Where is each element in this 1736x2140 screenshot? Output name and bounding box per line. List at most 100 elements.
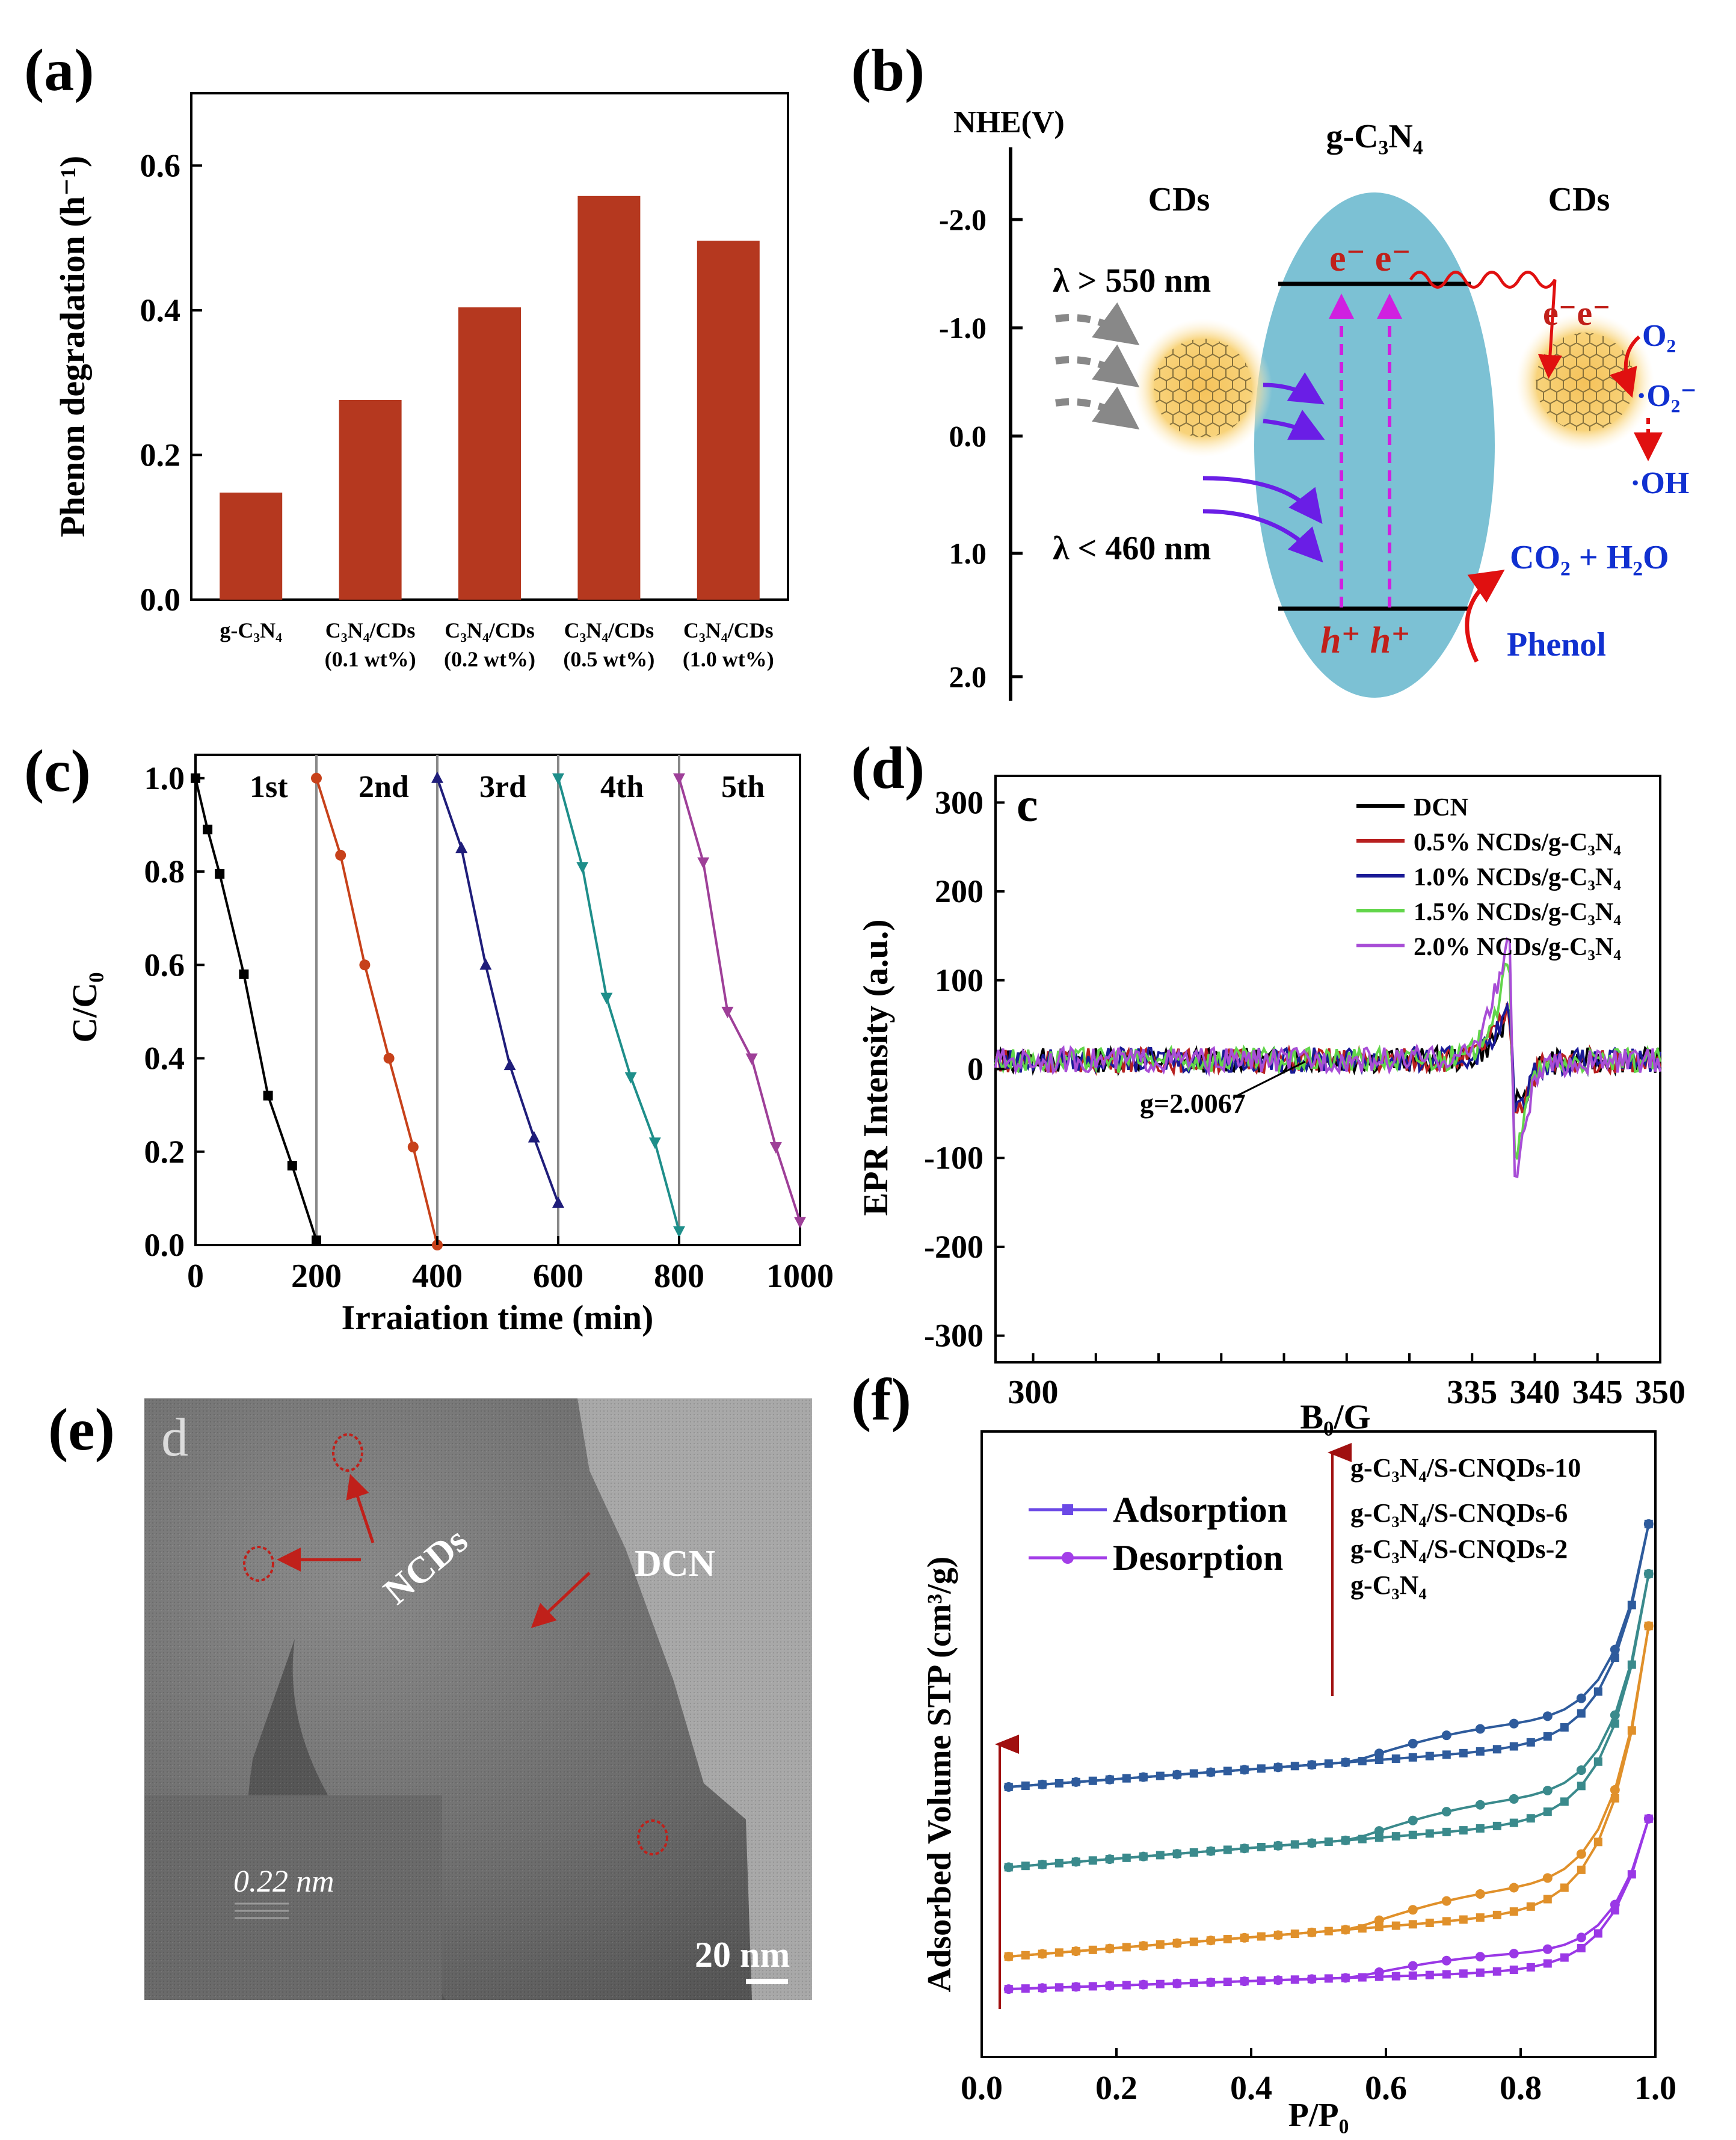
desorption-point xyxy=(1610,1785,1620,1795)
data-point xyxy=(335,849,346,861)
adsorption-point xyxy=(1560,1797,1569,1806)
tem-inset-texture xyxy=(144,1795,442,2000)
desorption-point xyxy=(1104,1774,1115,1785)
data-point xyxy=(431,771,443,783)
adsorption-point xyxy=(1290,1762,1299,1771)
data-point xyxy=(576,862,589,874)
panel-b-band-diagram: NHE(V) -2.0 -1.0 0.0 1.0 2.0 g-C₃N₄ CDs … xyxy=(939,105,1697,701)
data-point xyxy=(648,1137,661,1149)
x-tick-label: (0.2 wt%) xyxy=(444,647,535,671)
adsorption-point xyxy=(1290,1840,1299,1849)
adsorption-point xyxy=(1577,1944,1586,1953)
adsorption-point xyxy=(1459,1826,1468,1835)
adsorption-point xyxy=(1577,1709,1586,1718)
visible-light-arrows xyxy=(1055,302,1140,430)
panel-d-epr-chart: c DCN 0.5% NCDs/g-C₃N₄ 1.0% NCDs/g-C₃N₄ 1.5… xyxy=(856,775,1685,1436)
cycle-label: 5th xyxy=(721,770,765,804)
desorption-point xyxy=(1441,1955,1451,1966)
scale-bar-label: 20 nm xyxy=(695,1935,790,1975)
panel-a-bar-chart: 0.0 0.2 0.4 0.6 g-C₃N₄ C₃N₄/CDs (0.1 wt%) C₃N₄… xyxy=(53,92,789,671)
g-c3n4-ellipse xyxy=(1254,192,1495,698)
lattice-fringes xyxy=(235,1902,289,1919)
adsorption-point xyxy=(1088,1982,1097,1991)
legend-desorption: Desorption xyxy=(1113,1538,1283,1578)
desorption-point xyxy=(1138,1772,1148,1782)
adsorption-point xyxy=(1358,1757,1367,1766)
desorption-point xyxy=(1307,1760,1317,1770)
cycle-label: 1st xyxy=(250,770,288,804)
adsorption-point xyxy=(1560,1883,1569,1892)
g-c3n4-title: g-C₃N₄ xyxy=(1326,118,1423,155)
desorption-point xyxy=(1408,1905,1418,1915)
adsorption-point xyxy=(1324,1926,1333,1936)
adsorption-point xyxy=(1476,1968,1485,1977)
y-tick-label: 0.8 xyxy=(144,853,185,890)
desorption-point xyxy=(1003,1782,1014,1792)
adsorption-point xyxy=(1425,1751,1434,1760)
desorption-point xyxy=(1239,1843,1249,1854)
y-tick-label: -100 xyxy=(924,1140,983,1176)
adsorption-point xyxy=(1391,1832,1400,1841)
desorption-point xyxy=(1205,1846,1216,1856)
adsorption-point xyxy=(1543,1732,1552,1741)
adsorption-point xyxy=(1543,1807,1552,1816)
adsorption-point xyxy=(1223,1935,1232,1944)
data-point xyxy=(673,1226,685,1238)
data-point xyxy=(721,1006,734,1018)
adsorption-point xyxy=(1189,1769,1198,1778)
adsorption-point xyxy=(1088,1945,1097,1954)
adsorption-point xyxy=(1054,1859,1063,1868)
adsorption-point xyxy=(1021,1984,1030,1993)
adsorption-point xyxy=(1324,1759,1333,1768)
adsorption-point xyxy=(1223,1845,1232,1854)
adsorption-point xyxy=(1627,1726,1636,1735)
cd-right xyxy=(1516,313,1654,451)
series-line xyxy=(678,778,801,1222)
superoxide-label: ·O₂⁻ xyxy=(1636,379,1697,413)
tem-canvas: d NCDs DCN 0.22 nm 20 nm xyxy=(144,1398,812,2000)
x-tick-label: C₃N₄/CDs xyxy=(683,618,774,642)
adsorption-point xyxy=(1476,1747,1485,1756)
legend-entry: DCN xyxy=(1414,794,1468,822)
desorption-point xyxy=(1509,1883,1519,1893)
desorption-point xyxy=(1071,1777,1081,1787)
nhe-tick-label: 1.0 xyxy=(949,537,987,570)
adsorption-point xyxy=(1593,1837,1602,1846)
x-tick-label: 1.0 xyxy=(1634,2070,1676,2107)
x-tick-label: (0.1 wt%) xyxy=(325,647,416,671)
adsorption-point xyxy=(1492,1967,1501,1976)
x-tick-label: 800 xyxy=(654,1258,704,1295)
panel-c-ylabel: C/C₀ xyxy=(65,972,104,1042)
panel-d-ylabel: EPR Intensity (a.u.) xyxy=(856,919,895,1216)
adsorption-point xyxy=(1324,1974,1333,1983)
dcn-arrow xyxy=(531,1572,591,1628)
panel-c-cycle-chart: 1st 2nd 3rd 4th 5th 0 200 400 600 800 1000 0.0 0.2… xyxy=(65,754,834,1337)
desorption-point xyxy=(1509,1718,1519,1729)
desorption-point xyxy=(1071,1982,1081,1992)
adsorption-point xyxy=(1122,1981,1131,1990)
y-tick-label: 0.4 xyxy=(140,292,181,328)
adsorption-point xyxy=(1223,1978,1232,1987)
cds-right-label: CDs xyxy=(1548,181,1610,218)
adsorption-point xyxy=(1122,1774,1131,1783)
adsorption-point xyxy=(1593,1757,1602,1766)
desorption-point xyxy=(1037,1779,1047,1789)
desorption-point xyxy=(1307,1927,1317,1937)
y-tick-label: 1.0 xyxy=(144,760,185,796)
o2-label: O₂ xyxy=(1642,319,1676,353)
adsorption-line xyxy=(1008,1573,1650,1869)
f-legend: Adsorption Desorption xyxy=(1029,1490,1287,1578)
y-tick-label: 300 xyxy=(935,784,983,820)
panel-f-xlabel: P/P₀ xyxy=(1288,2097,1349,2134)
adsorption-point xyxy=(1374,1756,1384,1765)
y-tick-label: 0.6 xyxy=(144,947,185,983)
adsorption-point xyxy=(1526,1814,1535,1823)
x-tick-label: 0.8 xyxy=(1500,2070,1542,2107)
adsorption-point xyxy=(1290,1929,1299,1939)
desorption-point xyxy=(1273,1762,1283,1773)
desorption-point xyxy=(1340,1835,1350,1845)
desorption-point xyxy=(1643,1813,1654,1824)
series-name-label: g-C₃N₄ xyxy=(1350,1570,1427,1600)
panel-d-label: (d) xyxy=(851,734,925,801)
x-tick-label: C₃N₄/CDs xyxy=(325,618,416,642)
